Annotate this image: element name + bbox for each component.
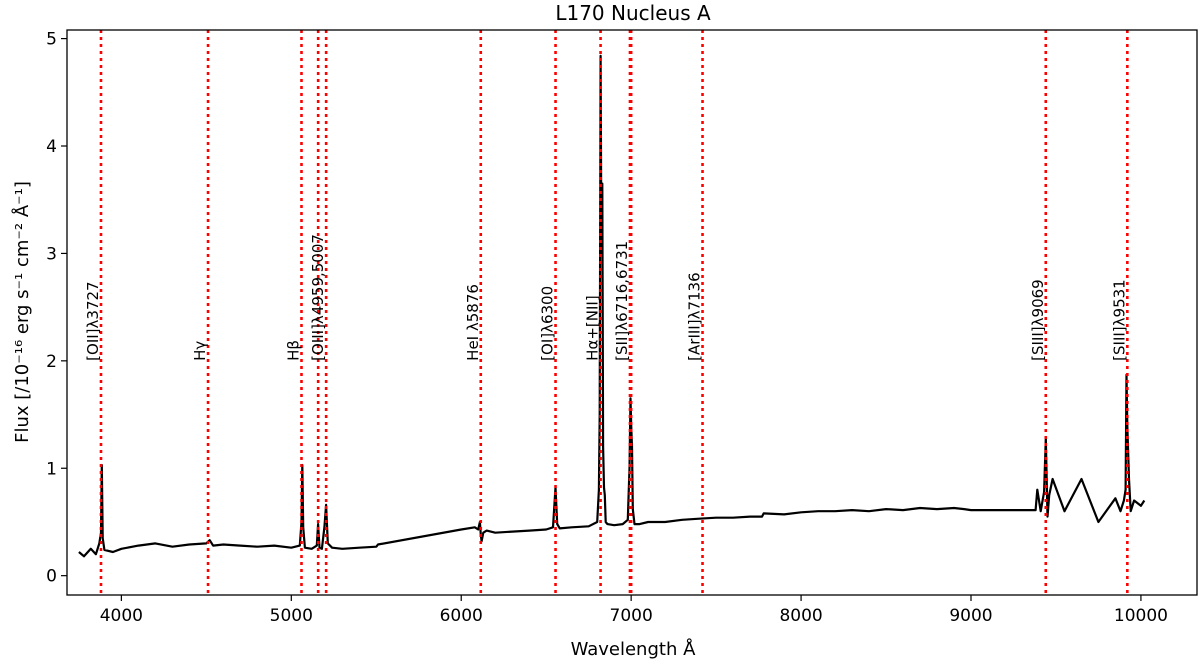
emission-line-label: HeI λ5876 (464, 284, 482, 361)
y-axis-label: Flux [/10⁻¹⁶ erg s⁻¹ cm⁻² Å⁻¹] (11, 181, 33, 443)
x-tick-label: 10000 (1114, 606, 1168, 626)
x-tick-label: 9000 (949, 606, 992, 626)
emission-line-label: [OIII]λ4959,5007 (309, 234, 327, 361)
emission-line-label: [SIII]λ9531 (1110, 279, 1128, 361)
chart-title: L170 Nucleus A (555, 1, 711, 25)
spectrum-line (78, 54, 1146, 558)
emission-line-label: [SIII]λ9069 (1029, 279, 1047, 361)
y-tick-label: 4 (46, 137, 57, 157)
y-tick-label: 5 (46, 30, 57, 50)
emission-line-label: [OII]λ3727 (84, 281, 102, 360)
emission-line-label: [ArIII]λ7136 (686, 272, 704, 360)
x-tick-label: 6000 (440, 606, 483, 626)
emission-line-label: Hβ (284, 340, 302, 361)
x-tick-label: 4000 (100, 606, 143, 626)
plot-frame (66, 29, 1198, 596)
emission-line-label: [OI]λ6300 (539, 286, 557, 361)
x-tick-label: 8000 (779, 606, 822, 626)
emission-line-label: [SII]λ6716,6731 (613, 241, 631, 361)
emission-line-label: Hα+[NII] (584, 295, 602, 361)
y-tick-label: 3 (46, 244, 57, 264)
y-tick-label: 1 (46, 459, 57, 479)
x-tick-label: 5000 (270, 606, 313, 626)
y-tick-label: 2 (46, 352, 57, 372)
emission-line-label: Hγ (191, 341, 209, 361)
x-tick-label: 7000 (610, 606, 653, 626)
y-tick-label: 0 (46, 567, 57, 587)
x-axis-label: Wavelength Å (571, 638, 697, 660)
